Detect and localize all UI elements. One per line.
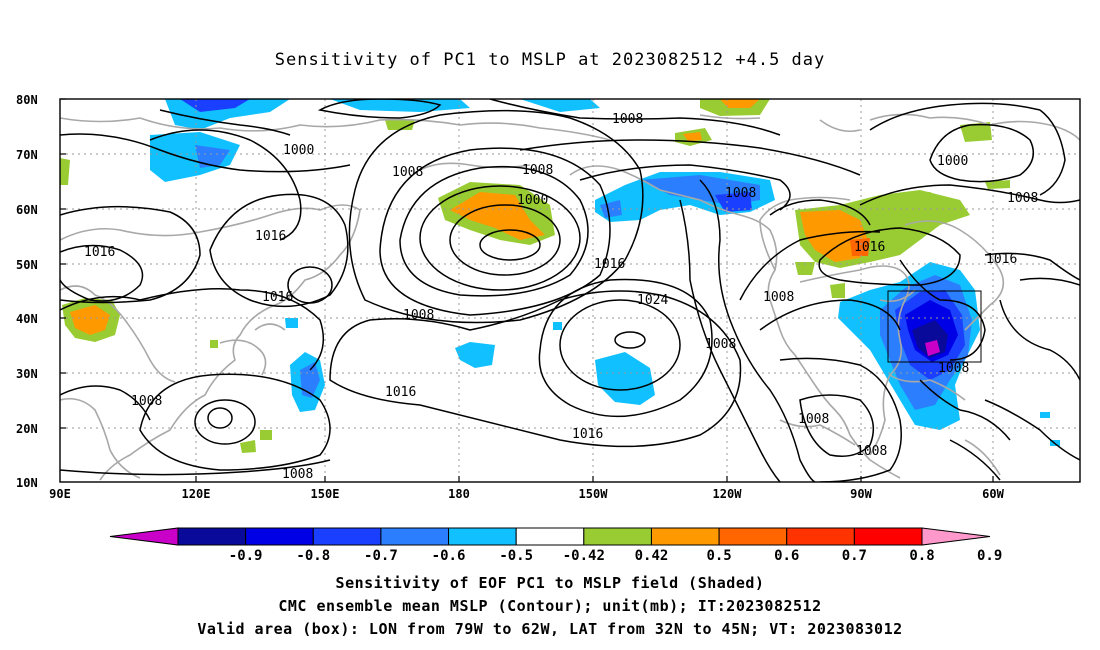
lon-label: 90W — [850, 487, 872, 501]
contour-label: 1000 — [283, 143, 314, 158]
colorbar-label: 0.8 — [909, 548, 934, 564]
latitude-labels: 80N 70N 60N 50N 40N 30N 20N 10N — [16, 93, 38, 490]
lat-label: 20N — [16, 422, 38, 436]
colorbar-swatch — [583, 527, 652, 546]
colorbar-max-arrow — [921, 527, 991, 546]
colorbar-swatch — [786, 527, 855, 546]
map-area: 1000 1008 1008 1008 1000 1016 1016 1016 … — [60, 99, 1080, 482]
colorbar-label: -0.42 — [563, 548, 605, 564]
lat-label: 70N — [16, 148, 38, 162]
contour-label: 1008 — [856, 444, 887, 459]
caption-line-1: Sensitivity of EOF PC1 to MSLP field (Sh… — [335, 574, 765, 592]
contour-label: 1008 — [705, 337, 736, 352]
lat-label: 50N — [16, 258, 38, 272]
colorbar-label: -0.9 — [229, 548, 263, 564]
colorbar-label: -0.8 — [296, 548, 330, 564]
lon-label: 150W — [579, 487, 609, 501]
colorbar: -0.9 -0.8 -0.7 -0.6 -0.5 -0.42 0.42 0.5 0.6 0.7 0.… — [109, 527, 1002, 564]
pressure-contours — [60, 99, 1080, 482]
contour-label: 1008 — [403, 308, 434, 323]
longitude-labels: 90E 120E 150E 180 150W 120W 90W 60W — [49, 487, 1004, 501]
contour-label: 1008 — [938, 361, 969, 376]
colorbar-label: 0.5 — [706, 548, 731, 564]
colorbar-label: -0.6 — [432, 548, 466, 564]
colorbar-swatch — [177, 527, 247, 546]
contour-label: 1008 — [282, 467, 313, 482]
contour-label: 1008 — [392, 165, 423, 180]
contour-label: 1008 — [798, 412, 829, 427]
colorbar-label: 0.7 — [842, 548, 867, 564]
contour-label: 1008 — [522, 163, 553, 178]
colorbar-label: -0.5 — [499, 548, 533, 564]
lon-label: 90E — [49, 487, 71, 501]
lat-label: 80N — [16, 93, 38, 107]
contour-label: 1016 — [572, 427, 603, 442]
colorbar-swatch — [245, 527, 314, 546]
lon-label: 120W — [713, 487, 743, 501]
colorbar-swatch — [650, 527, 720, 546]
colorbar-swatch — [448, 527, 517, 546]
contour-label: 1016 — [84, 245, 115, 260]
lon-label: 180 — [448, 487, 470, 501]
contour-label: 1000 — [517, 193, 548, 208]
contour-labels: 1000 1008 1008 1008 1000 1016 1016 1016 … — [84, 112, 1038, 482]
lon-label: 120E — [182, 487, 211, 501]
contour-label: 1016 — [854, 240, 885, 255]
contour-label: 1016 — [594, 257, 625, 272]
lat-label: 60N — [16, 203, 38, 217]
contour-label: 1016 — [255, 229, 286, 244]
contour-label: 1008 — [131, 394, 162, 409]
caption-line-3: Valid area (box): LON from 79W to 62W, L… — [197, 620, 903, 638]
coastlines — [60, 113, 1080, 481]
colorbar-label: 0.42 — [635, 548, 669, 564]
valid-area-box — [887, 290, 982, 363]
contour-label: 1000 — [937, 154, 968, 169]
map-frame — [59, 98, 1081, 483]
contour-label: 1024 — [637, 293, 668, 308]
colorbar-swatch — [312, 527, 382, 546]
caption-line-2: CMC ensemble mean MSLP (Contour); unit(m… — [278, 597, 822, 615]
colorbar-swatch — [515, 527, 585, 546]
lon-label: 150E — [311, 487, 340, 501]
contour-label: 1008 — [1007, 191, 1038, 206]
colorbar-label: 0.9 — [977, 548, 1002, 564]
lat-label: 40N — [16, 312, 38, 326]
colorbar-swatch — [380, 527, 450, 546]
colorbar-min-arrow — [109, 527, 179, 546]
colorbar-label: 0.6 — [774, 548, 799, 564]
plot-title: Sensitivity of PC1 to MSLP at 2023082512… — [274, 50, 826, 70]
contour-label: 1016 — [385, 385, 416, 400]
contour-label: 1008 — [725, 186, 756, 201]
colorbar-swatch — [718, 527, 788, 546]
lat-label: 30N — [16, 367, 38, 381]
axis-ticks — [60, 98, 994, 482]
lon-label: 60W — [982, 487, 1004, 501]
contour-label: 1016 — [986, 252, 1017, 267]
contour-label: 1008 — [612, 112, 643, 127]
lat-label: 10N — [16, 476, 38, 490]
colorbar-label: -0.7 — [364, 548, 398, 564]
contour-label: 1008 — [763, 290, 794, 305]
colorbar-swatch — [853, 527, 923, 546]
contour-label: 1016 — [262, 290, 293, 305]
